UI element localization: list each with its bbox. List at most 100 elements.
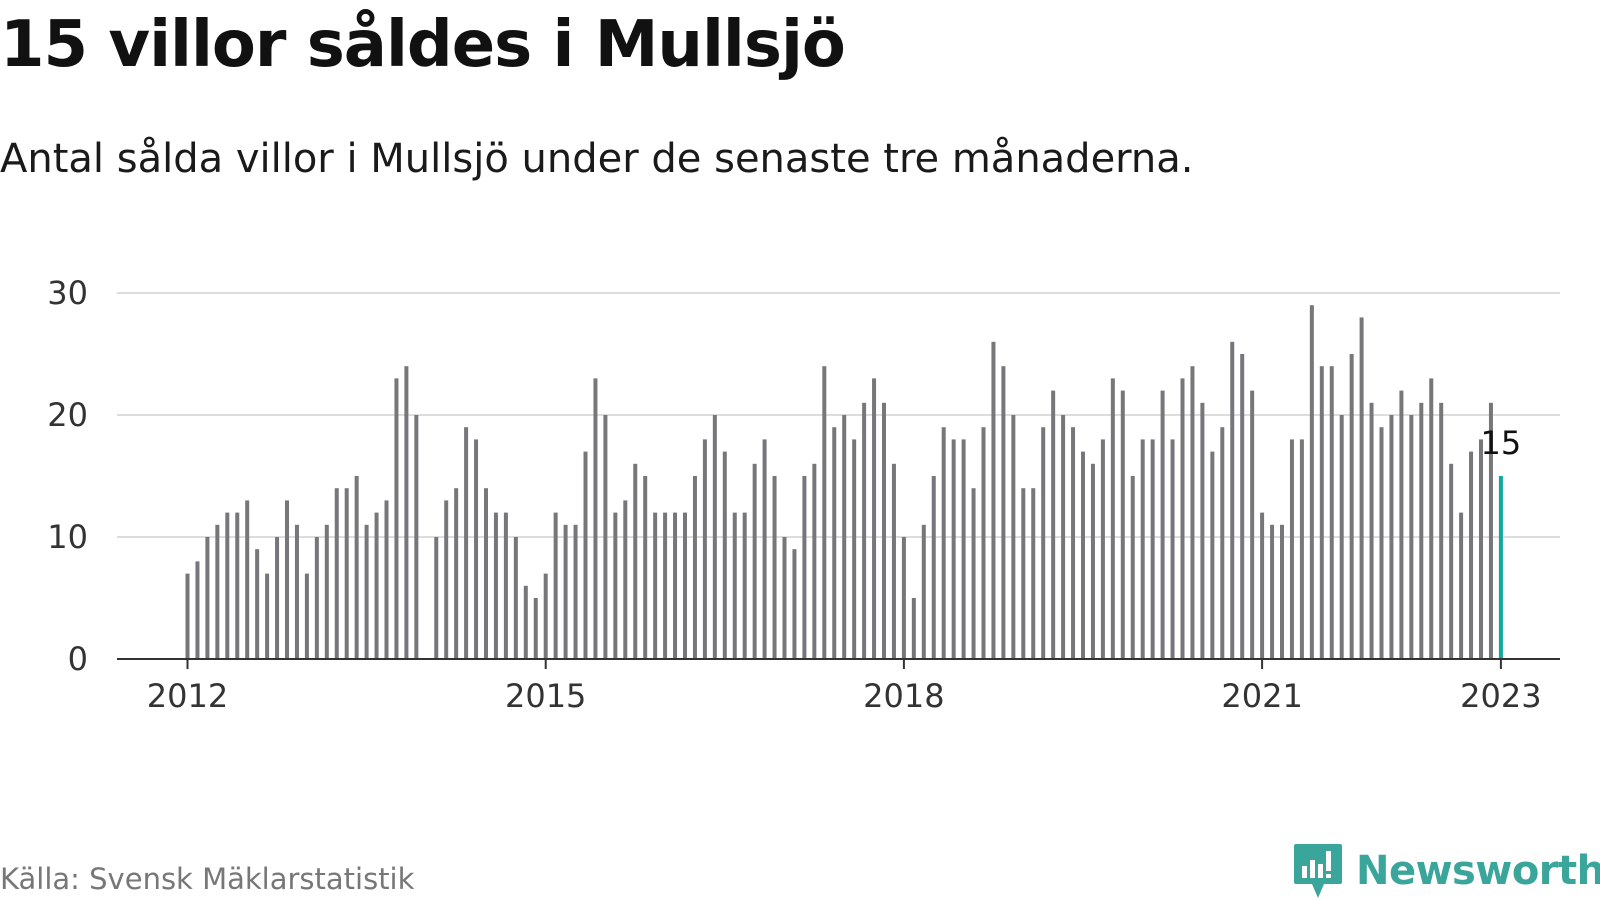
bar	[573, 524, 578, 659]
bar	[1349, 354, 1354, 659]
bar	[882, 402, 886, 659]
bar	[782, 537, 787, 659]
bar	[1230, 341, 1235, 659]
bar	[862, 402, 867, 659]
bar	[1379, 427, 1384, 659]
bar	[1419, 402, 1424, 659]
bar	[304, 573, 309, 659]
bar	[742, 512, 747, 659]
bar	[1110, 378, 1115, 659]
x-tick-label: 2012	[147, 677, 228, 715]
bar	[911, 598, 916, 659]
bar	[1240, 354, 1245, 659]
bar	[275, 537, 280, 659]
x-tick-label: 2023	[1460, 677, 1541, 715]
bar	[384, 500, 389, 659]
bar	[931, 476, 936, 659]
bar	[344, 488, 349, 659]
bar	[563, 524, 568, 659]
bar	[921, 524, 926, 659]
bar	[513, 537, 518, 659]
bar	[872, 378, 877, 659]
bar	[1399, 390, 1404, 659]
x-tick-label: 2021	[1221, 677, 1302, 715]
bar	[1051, 390, 1056, 659]
x-tick-label: 2015	[505, 677, 586, 715]
bar	[205, 537, 210, 659]
bar	[1439, 402, 1444, 659]
bar	[941, 427, 946, 659]
source-note: Källa: Svensk Mäklarstatistik	[0, 862, 415, 896]
bar	[702, 439, 707, 659]
bar	[1469, 451, 1474, 659]
bar	[1459, 512, 1464, 659]
bar	[1449, 463, 1454, 659]
bar	[1200, 402, 1205, 659]
bar	[255, 549, 260, 659]
y-tick-label: 10	[47, 518, 88, 556]
bar	[1280, 524, 1284, 659]
chart-title: 15 villor såldes i Mullsjö	[0, 8, 846, 82]
bar	[623, 500, 628, 659]
bar	[1289, 439, 1294, 659]
bar-chart-logo-icon	[1294, 844, 1342, 898]
bar	[712, 415, 717, 659]
bar	[842, 415, 847, 659]
bar	[543, 573, 548, 659]
bar	[1150, 439, 1155, 659]
bar	[583, 451, 588, 659]
bar	[324, 524, 329, 659]
bar	[1130, 476, 1135, 659]
bar	[633, 463, 638, 659]
bar	[484, 488, 488, 659]
bar-highlight	[1498, 476, 1503, 659]
bar	[1319, 366, 1324, 659]
bar	[1170, 439, 1175, 659]
bar	[653, 512, 658, 659]
bar	[195, 561, 200, 659]
bar	[1140, 439, 1145, 659]
bar	[961, 439, 966, 659]
bar	[235, 512, 240, 659]
bar	[1001, 366, 1006, 659]
bar	[444, 500, 449, 659]
bar	[1071, 427, 1076, 659]
y-axis-ticks: 0 10 20 30	[47, 274, 88, 678]
bar	[1299, 439, 1304, 659]
bar	[1021, 488, 1026, 659]
bar	[1409, 415, 1414, 659]
bar	[722, 451, 727, 659]
bar	[673, 512, 678, 659]
bar	[1031, 488, 1036, 659]
bar	[891, 463, 896, 659]
y-tick-label: 30	[47, 274, 88, 312]
bar	[1270, 524, 1275, 659]
bar	[1369, 402, 1374, 659]
bar	[1210, 451, 1215, 659]
bar	[951, 439, 956, 659]
bar	[334, 488, 339, 659]
bar	[404, 366, 409, 659]
bar	[1389, 415, 1394, 659]
bar	[802, 476, 807, 659]
bar	[374, 512, 379, 659]
bar	[613, 512, 618, 659]
bar	[265, 573, 270, 659]
bar-chart: 0 10 20 30 2012 2015 2018 2021 2023 15	[47, 274, 1560, 715]
bar	[354, 476, 359, 659]
y-tick-label: 20	[47, 396, 88, 434]
bar	[593, 378, 598, 659]
bar	[1100, 439, 1105, 659]
highlight-data-label: 15	[1481, 424, 1522, 462]
bar	[812, 463, 817, 659]
y-tick-label: 0	[68, 640, 88, 678]
brand-logo: Newsworthy	[1292, 842, 1600, 900]
bar	[732, 512, 737, 659]
bar	[215, 524, 220, 659]
bar	[1260, 512, 1265, 659]
bar	[792, 549, 797, 659]
bar	[523, 585, 528, 659]
bar	[822, 366, 827, 659]
bar	[364, 524, 369, 659]
bar	[1120, 390, 1125, 659]
